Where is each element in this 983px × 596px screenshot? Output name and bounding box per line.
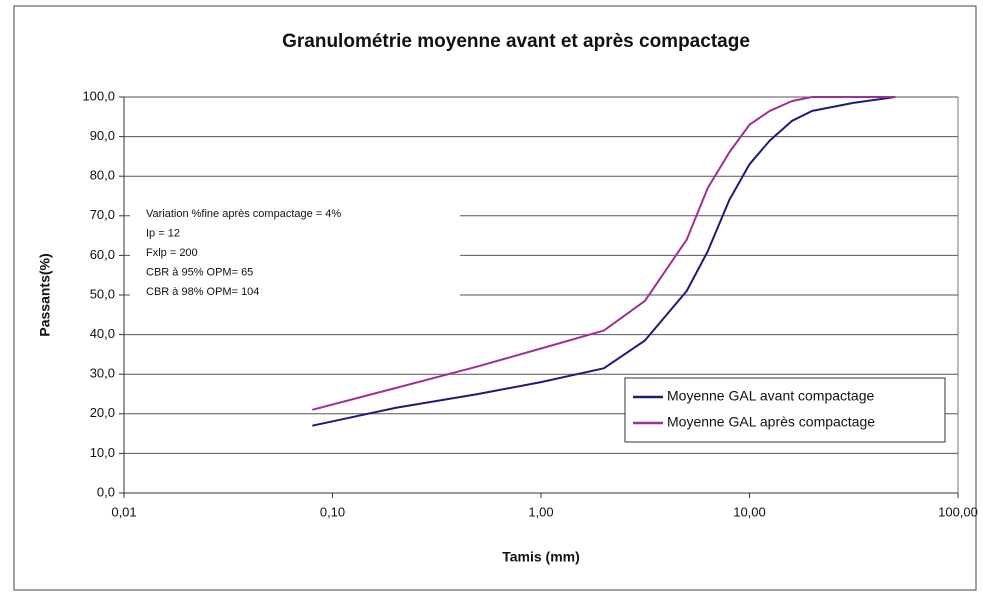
y-tick-label: 20,0	[90, 405, 115, 420]
annotation: CBR à 98% OPM= 104	[146, 286, 259, 298]
x-tick-label: 0,01	[111, 504, 136, 519]
y-axis-label: Passants(%)	[37, 253, 53, 336]
x-tick-label: 10,00	[733, 504, 766, 519]
y-tick-label: 70,0	[90, 207, 115, 222]
legend-label: Moyenne GAL après compactage	[667, 414, 875, 430]
y-tick-label: 60,0	[90, 247, 115, 262]
y-tick-label: 90,0	[90, 128, 115, 143]
chart-title: Granulométrie moyenne avant et après com…	[282, 31, 750, 52]
x-axis-label: Tamis (mm)	[502, 549, 580, 565]
annotation-background	[130, 200, 460, 310]
y-tick-label: 10,0	[90, 445, 115, 460]
y-tick-label: 50,0	[90, 286, 115, 301]
marks	[312, 96, 896, 427]
annotation: Variation %fine après compactage = 4%	[146, 208, 341, 220]
x-tick-label: 0,10	[320, 504, 345, 519]
y-tick-label: 0,0	[97, 484, 115, 499]
series-line	[312, 96, 896, 427]
x-tick-label: 100,00	[938, 504, 978, 519]
annotation: CBR à 95% OPM= 65	[146, 266, 253, 278]
annotation: Fxlp = 200	[146, 247, 198, 259]
x-tick-label: 1,00	[528, 504, 553, 519]
y-tick-label: 80,0	[90, 168, 115, 183]
legend-label: Moyenne GAL avant compactage	[667, 388, 874, 404]
y-tick-label: 30,0	[90, 366, 115, 381]
annotation: Ip = 12	[146, 227, 180, 239]
legend-box	[624, 377, 946, 443]
y-tick-label: 40,0	[90, 326, 115, 341]
series-line	[312, 96, 896, 411]
y-tick-label: 100,0	[82, 88, 115, 103]
